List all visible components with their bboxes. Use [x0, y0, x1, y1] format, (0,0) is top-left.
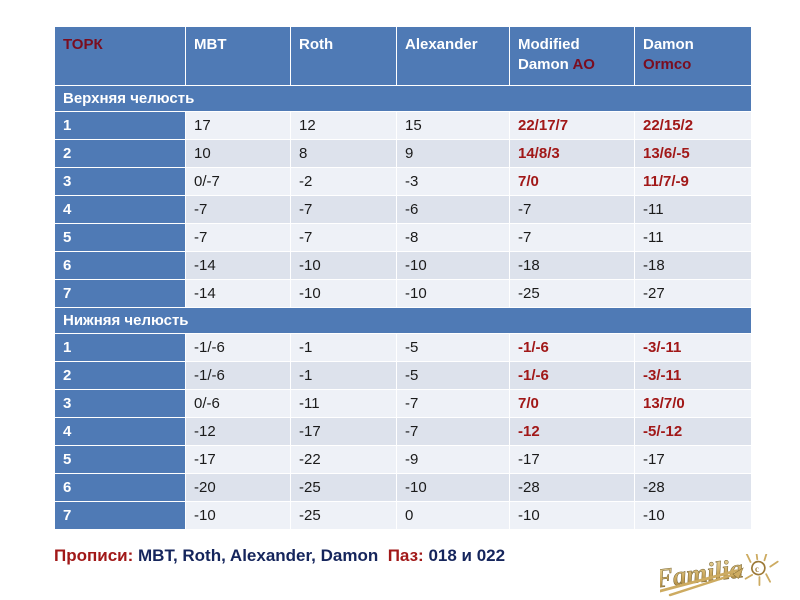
svg-text:c: c	[754, 564, 759, 574]
